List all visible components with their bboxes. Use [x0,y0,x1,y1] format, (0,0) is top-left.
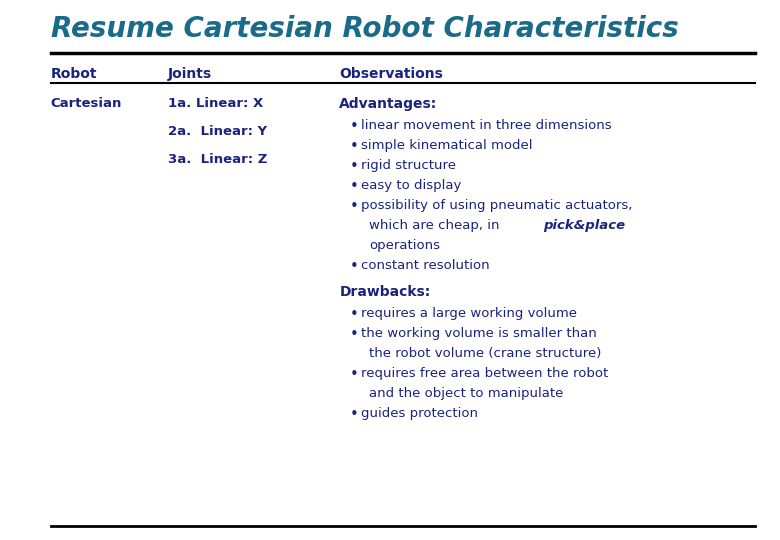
Text: •: • [349,367,358,382]
Text: the robot volume (crane structure): the robot volume (crane structure) [369,347,601,360]
Text: operations: operations [369,239,440,252]
Text: •: • [349,159,358,174]
Text: constant resolution: constant resolution [361,259,490,272]
Text: easy to display: easy to display [361,179,462,192]
Text: possibility of using pneumatic actuators,: possibility of using pneumatic actuators… [361,199,633,212]
Text: •: • [349,407,358,422]
Text: 3a.  Linear: Z: 3a. Linear: Z [168,153,267,166]
Text: Advantages:: Advantages: [339,97,438,111]
Text: 1a. Linear: X: 1a. Linear: X [168,97,263,110]
Text: Observations: Observations [339,67,443,81]
Text: the working volume is smaller than: the working volume is smaller than [361,327,597,340]
Text: •: • [349,307,358,322]
Text: •: • [349,179,358,194]
Text: rigid structure: rigid structure [361,159,456,172]
Text: •: • [349,119,358,134]
Text: simple kinematical model: simple kinematical model [361,139,533,152]
Text: Resume Cartesian Robot Characteristics: Resume Cartesian Robot Characteristics [51,15,679,43]
Text: pick&place: pick&place [543,219,626,232]
Text: which are cheap, in: which are cheap, in [369,219,504,232]
Text: 2a.  Linear: Y: 2a. Linear: Y [168,125,267,138]
Text: Joints: Joints [168,67,212,81]
Text: linear movement in three dimensions: linear movement in three dimensions [361,119,612,132]
Text: guides protection: guides protection [361,407,478,420]
Text: •: • [349,199,358,214]
Text: •: • [349,259,358,274]
Text: Drawbacks:: Drawbacks: [339,285,431,299]
Text: requires a large working volume: requires a large working volume [361,307,577,320]
Text: •: • [349,139,358,154]
Text: requires free area between the robot: requires free area between the robot [361,367,608,380]
Text: •: • [349,327,358,342]
Text: Robot: Robot [51,67,98,81]
Text: and the object to manipulate: and the object to manipulate [369,387,564,400]
Text: Cartesian: Cartesian [51,97,122,110]
